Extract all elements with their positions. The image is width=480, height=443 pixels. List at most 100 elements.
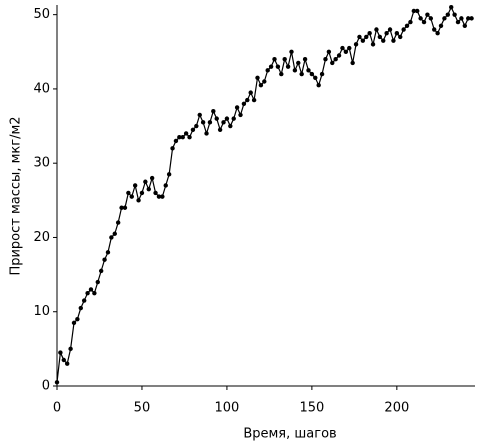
data-point	[166, 172, 172, 177]
data-point	[224, 116, 230, 121]
data-point	[139, 190, 145, 196]
data-point	[160, 194, 165, 199]
data-point	[156, 194, 162, 199]
data-point	[255, 75, 260, 80]
data-point	[377, 34, 383, 40]
data-point	[61, 357, 66, 363]
data-point	[374, 27, 379, 32]
data-point	[92, 290, 97, 296]
data-line	[56, 5, 472, 383]
data-point	[289, 49, 294, 54]
data-point	[115, 220, 121, 225]
data-point	[336, 53, 342, 58]
data-point	[285, 64, 291, 69]
data-point	[245, 97, 250, 103]
data-point	[241, 101, 247, 106]
data-point	[313, 75, 318, 80]
y-tick-label: 20	[33, 230, 50, 245]
data-point	[207, 120, 213, 125]
data-point	[462, 23, 468, 28]
data-point	[292, 68, 298, 73]
data-point	[258, 83, 264, 88]
data-point	[197, 112, 202, 118]
data-point	[442, 16, 447, 21]
data-point	[343, 49, 349, 54]
data-point	[445, 12, 451, 17]
data-point	[435, 31, 440, 36]
data-point	[296, 60, 301, 66]
data-point	[248, 90, 253, 95]
data-point	[95, 279, 100, 285]
data-point	[275, 64, 281, 69]
data-point	[357, 34, 362, 40]
data-point	[173, 138, 179, 144]
data-point	[105, 250, 111, 255]
data-point	[183, 131, 189, 136]
data-point	[302, 57, 308, 62]
data-point	[306, 68, 311, 73]
data-point	[323, 57, 328, 62]
data-point	[279, 71, 284, 77]
data-point	[364, 34, 369, 40]
data-point	[370, 42, 376, 47]
data-point	[153, 190, 158, 196]
data-point	[146, 186, 151, 192]
y-tick-label: 30	[33, 156, 50, 171]
data-point	[421, 19, 427, 25]
data-point	[340, 45, 345, 51]
data-point	[319, 71, 325, 77]
y-tick-label: 50	[33, 7, 50, 22]
data-point	[455, 19, 461, 25]
data-point	[122, 205, 128, 210]
data-point	[214, 116, 219, 121]
data-point	[268, 64, 274, 69]
data-point	[143, 179, 148, 184]
data-point	[200, 120, 206, 125]
data-point	[391, 38, 396, 43]
data-point	[367, 31, 372, 36]
data-point	[129, 194, 134, 199]
data-point	[238, 112, 243, 118]
data-point	[136, 198, 141, 203]
x-tick-label: 100	[215, 401, 240, 416]
data-point	[85, 290, 90, 296]
y-axis-label: Прирост массы, мкг/м2	[9, 116, 24, 275]
data-point	[350, 60, 355, 66]
data-point	[54, 380, 60, 385]
data-point	[109, 235, 114, 240]
data-point	[75, 316, 80, 322]
data-point	[228, 123, 233, 129]
y-tick-label: 0	[42, 379, 50, 394]
data-point	[221, 120, 226, 125]
data-point	[102, 257, 107, 262]
data-point	[98, 268, 104, 274]
data-point	[187, 134, 192, 140]
data-point	[132, 183, 138, 188]
data-point	[126, 190, 131, 196]
data-point	[211, 109, 216, 114]
data-point	[78, 305, 83, 311]
data-point	[330, 60, 335, 66]
data-point	[234, 105, 240, 110]
data-point	[438, 23, 444, 28]
data-point	[58, 350, 63, 355]
data-point	[353, 42, 359, 47]
data-point	[418, 16, 423, 21]
data-point	[428, 16, 434, 21]
data-point	[309, 71, 315, 77]
data-point	[459, 16, 464, 21]
x-tick-label: 150	[299, 401, 324, 416]
data-point	[333, 57, 338, 62]
data-point	[272, 57, 277, 62]
data-point	[411, 8, 417, 14]
data-point	[112, 231, 117, 236]
data-point	[326, 49, 332, 54]
data-point	[265, 68, 270, 73]
data-point	[415, 8, 420, 14]
x-tick-label: 200	[384, 401, 409, 416]
data-point	[231, 116, 236, 121]
data-point	[170, 146, 175, 151]
data-point	[384, 31, 389, 36]
data-point	[194, 123, 199, 129]
data-point	[404, 23, 410, 28]
